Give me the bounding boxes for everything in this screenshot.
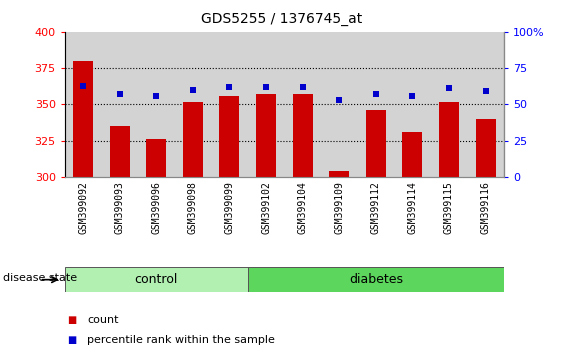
Bar — [248, 267, 504, 292]
Text: GSM399096: GSM399096 — [151, 182, 161, 234]
Text: GSM399092: GSM399092 — [78, 182, 88, 234]
Bar — [65, 267, 248, 292]
Text: diabetes: diabetes — [349, 273, 403, 286]
Bar — [439, 102, 459, 177]
Text: GSM399098: GSM399098 — [188, 182, 198, 234]
Bar — [73, 61, 93, 177]
Bar — [65, 32, 101, 177]
Bar — [248, 32, 284, 177]
Bar — [358, 32, 394, 177]
Bar — [284, 32, 321, 177]
Text: GSM399104: GSM399104 — [298, 182, 307, 234]
Bar — [366, 110, 386, 177]
Text: GSM399115: GSM399115 — [444, 182, 454, 234]
Bar — [467, 32, 504, 177]
Text: GSM399114: GSM399114 — [408, 182, 417, 234]
Text: ■: ■ — [68, 335, 77, 345]
Point — [445, 86, 454, 91]
Bar — [183, 102, 203, 177]
Text: GSM399102: GSM399102 — [261, 182, 271, 234]
Point — [372, 91, 381, 97]
Bar — [175, 32, 211, 177]
Bar — [476, 119, 495, 177]
Bar — [403, 132, 422, 177]
Bar — [220, 96, 239, 177]
Text: disease state: disease state — [3, 273, 77, 283]
Point — [261, 84, 270, 90]
Bar — [138, 32, 175, 177]
Bar — [329, 171, 349, 177]
Text: GSM399112: GSM399112 — [371, 182, 381, 234]
Point — [481, 88, 490, 94]
Bar — [256, 94, 276, 177]
Point — [188, 87, 197, 93]
Text: ■: ■ — [68, 315, 77, 325]
Point — [79, 83, 88, 88]
Bar — [146, 139, 166, 177]
Point — [152, 93, 161, 98]
Point — [115, 91, 124, 97]
Bar — [211, 32, 248, 177]
Bar — [110, 126, 129, 177]
Text: GSM399116: GSM399116 — [481, 182, 490, 234]
Bar — [394, 32, 431, 177]
Point — [298, 84, 307, 90]
Bar — [293, 94, 312, 177]
Text: GSM399093: GSM399093 — [115, 182, 124, 234]
Text: control: control — [135, 273, 178, 286]
Text: GSM399109: GSM399109 — [334, 182, 344, 234]
Bar — [101, 32, 138, 177]
Text: percentile rank within the sample: percentile rank within the sample — [87, 335, 275, 345]
Text: count: count — [87, 315, 119, 325]
Text: GDS5255 / 1376745_at: GDS5255 / 1376745_at — [201, 12, 362, 27]
Point — [408, 93, 417, 98]
Point — [334, 97, 343, 103]
Bar — [321, 32, 358, 177]
Text: GSM399099: GSM399099 — [225, 182, 234, 234]
Point — [225, 84, 234, 90]
Bar — [431, 32, 467, 177]
